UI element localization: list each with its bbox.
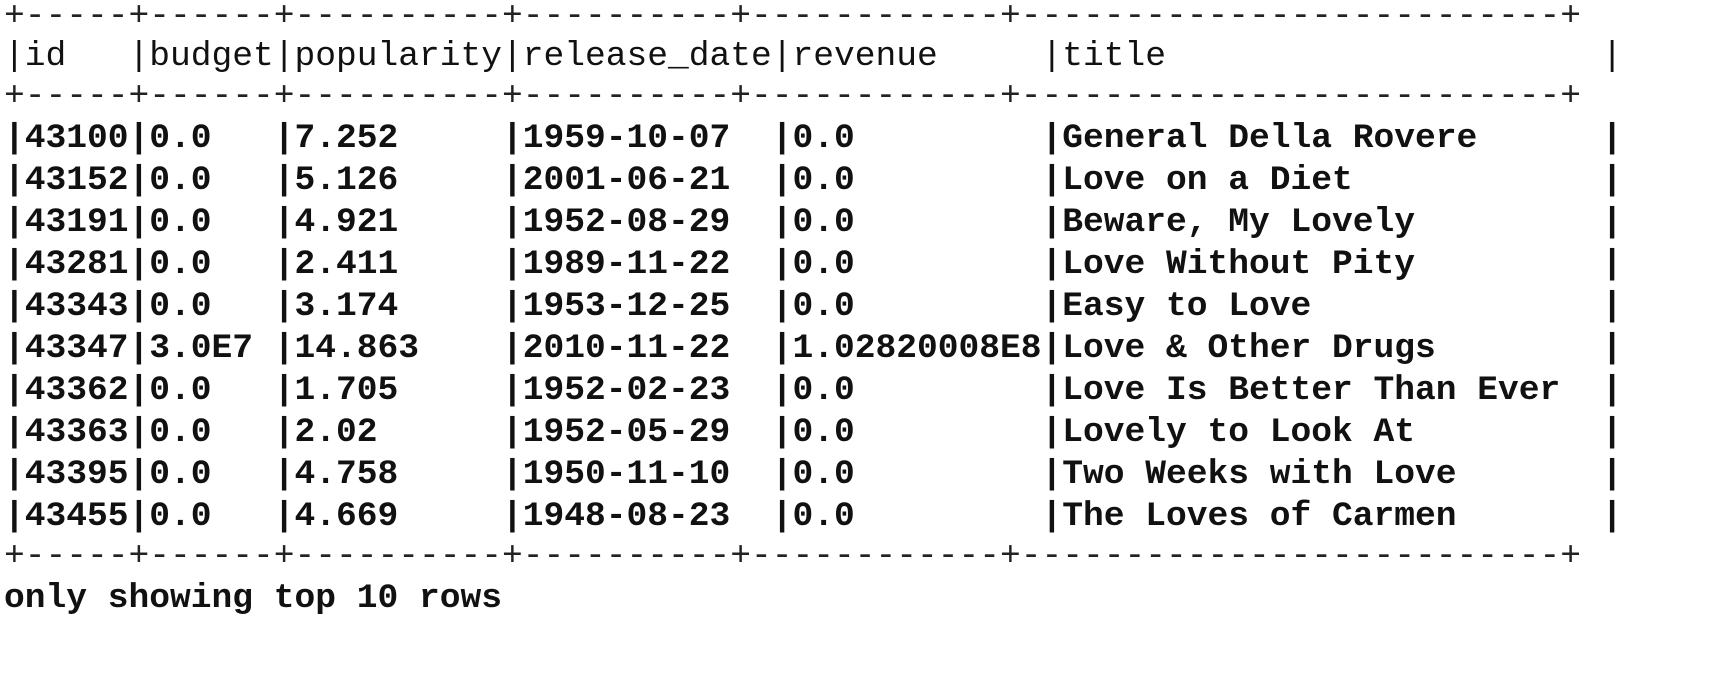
- row-limit-note: only showing top 10 rows: [4, 579, 503, 618]
- table-header-row: |id |budget|popularity|release_date|reve…: [4, 37, 1623, 76]
- table-row: |43347|3.0E7 |14.863 |2010-11-22 |1.0282…: [4, 329, 1623, 368]
- table-border-top: +-----+------+----------+----------+----…: [4, 0, 1582, 36]
- table-row: |43343|0.0 |3.174 |1953-12-25 |0.0 |Easy…: [4, 287, 1623, 326]
- table-border-bottom: +-----+------+----------+----------+----…: [4, 537, 1582, 576]
- table-border-header: +-----+------+----------+----------+----…: [4, 77, 1582, 116]
- table-row: |43395|0.0 |4.758 |1950-11-10 |0.0 |Two …: [4, 455, 1623, 494]
- table-row: |43362|0.0 |1.705 |1952-02-23 |0.0 |Love…: [4, 371, 1623, 410]
- table-row: |43152|0.0 |5.126 |2001-06-21 |0.0 |Love…: [4, 161, 1623, 200]
- table-row: |43281|0.0 |2.411 |1989-11-22 |0.0 |Love…: [4, 245, 1623, 284]
- table-row: |43100|0.0 |7.252 |1959-10-07 |0.0 |Gene…: [4, 119, 1623, 158]
- console-output: +-----+------+----------+----------+----…: [4, 0, 1722, 679]
- table-row: |43363|0.0 |2.02 |1952-05-29 |0.0 |Lovel…: [4, 413, 1623, 452]
- table-row: |43455|0.0 |4.669 |1948-08-23 |0.0 |The …: [4, 497, 1623, 536]
- table-row: |43191|0.0 |4.921 |1952-08-29 |0.0 |Bewa…: [4, 203, 1623, 242]
